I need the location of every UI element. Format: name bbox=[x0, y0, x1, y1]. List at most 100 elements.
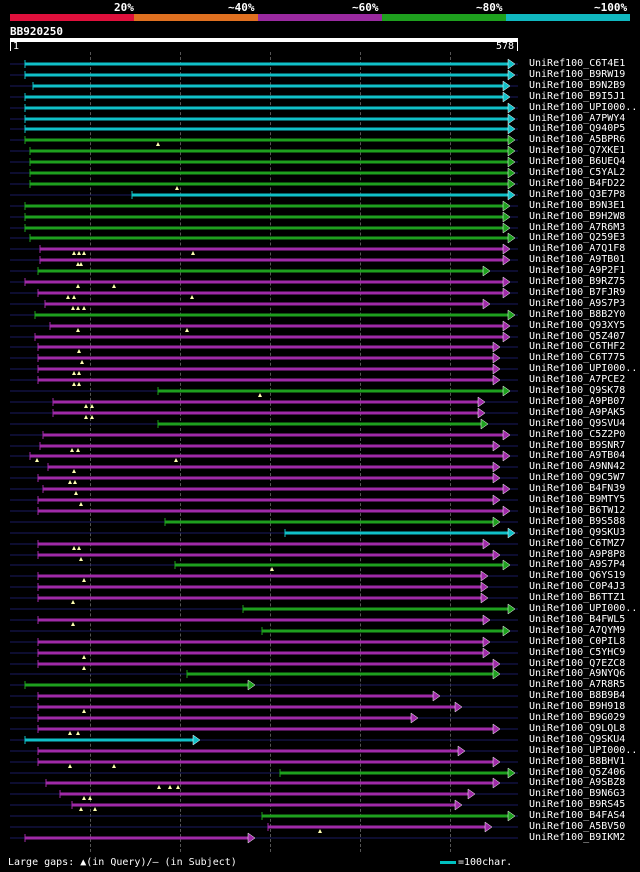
hit-track[interactable] bbox=[10, 374, 518, 386]
hit-label[interactable]: UniRef100_Q7XKE1 bbox=[529, 145, 626, 156]
hit-track[interactable] bbox=[10, 516, 518, 528]
hit-label[interactable]: UniRef100_Q9SKU4 bbox=[529, 734, 626, 745]
hit-track[interactable] bbox=[10, 625, 518, 637]
hit-track[interactable] bbox=[10, 309, 518, 321]
hit-label[interactable]: UniRef100_C5YAL2 bbox=[529, 167, 626, 178]
hit-track[interactable] bbox=[10, 756, 518, 768]
hit-track[interactable] bbox=[10, 178, 518, 190]
hit-track[interactable] bbox=[10, 603, 518, 615]
hit-label[interactable]: UniRef100_B6TW12 bbox=[529, 505, 626, 516]
hit-label[interactable]: UniRef100_Q3E7P8 bbox=[529, 189, 626, 200]
hit-track[interactable] bbox=[10, 200, 518, 212]
hit-track[interactable] bbox=[10, 102, 518, 114]
hit-track[interactable] bbox=[10, 80, 518, 92]
hit-track[interactable] bbox=[10, 647, 518, 659]
hit-label[interactable]: UniRef100_B9RS45 bbox=[529, 799, 626, 810]
hit-label[interactable]: UniRef100_B4FAS4 bbox=[529, 810, 626, 821]
hit-label[interactable]: UniRef100_C0P4J3 bbox=[529, 581, 626, 592]
hit-label[interactable]: UniRef100_A9SBZ8 bbox=[529, 777, 626, 788]
hit-label[interactable]: UniRef100_A9NYQ6 bbox=[529, 668, 626, 679]
hit-label[interactable]: UniRef100_A5BV50 bbox=[529, 821, 626, 832]
hit-label[interactable]: UniRef100_B9I5J1 bbox=[529, 91, 626, 102]
hit-track[interactable] bbox=[10, 58, 518, 70]
hit-label[interactable]: UniRef100_A7R6M3 bbox=[529, 222, 626, 233]
hit-label[interactable]: UniRef100_C6THF2 bbox=[529, 341, 626, 352]
hit-label[interactable]: UniRef100_B6TTZ1 bbox=[529, 592, 626, 603]
hit-label[interactable]: UniRef100_Q9SK78 bbox=[529, 385, 626, 396]
hit-track[interactable] bbox=[10, 821, 518, 833]
hit-track[interactable] bbox=[10, 483, 518, 495]
hit-label[interactable]: UniRef100_C6T775 bbox=[529, 352, 626, 363]
hit-track[interactable] bbox=[10, 690, 518, 702]
hit-track[interactable] bbox=[10, 527, 518, 539]
hit-track[interactable] bbox=[10, 211, 518, 223]
hit-label[interactable]: UniRef100_A7PCE2 bbox=[529, 374, 626, 385]
hit-label[interactable]: UniRef100_B9G029 bbox=[529, 712, 626, 723]
hit-label[interactable]: UniRef100_A9P2F1 bbox=[529, 265, 626, 276]
hit-label[interactable]: UniRef100_Q93XY5 bbox=[529, 320, 626, 331]
hit-track[interactable] bbox=[10, 145, 518, 157]
hit-label[interactable]: UniRef100_A9TB04 bbox=[529, 450, 626, 461]
hit-label[interactable]: UniRef100_A7QYM9 bbox=[529, 625, 626, 636]
hit-track[interactable] bbox=[10, 549, 518, 561]
hit-track[interactable] bbox=[10, 723, 518, 735]
hit-label[interactable]: UniRef100_A9PB07 bbox=[529, 396, 626, 407]
hit-track[interactable] bbox=[10, 243, 518, 255]
hit-track[interactable] bbox=[10, 123, 518, 135]
hit-track[interactable] bbox=[10, 298, 518, 310]
hit-track[interactable] bbox=[10, 777, 518, 789]
hit-label[interactable]: UniRef100_B9IKM2 bbox=[529, 832, 626, 843]
hit-track[interactable] bbox=[10, 450, 518, 462]
hit-track[interactable] bbox=[10, 734, 518, 746]
hit-track[interactable] bbox=[10, 396, 518, 408]
hit-track[interactable] bbox=[10, 331, 518, 343]
hit-track[interactable] bbox=[10, 320, 518, 332]
hit-track[interactable] bbox=[10, 658, 518, 670]
hit-label[interactable]: UniRef100_Q259E3 bbox=[529, 232, 626, 243]
hit-track[interactable] bbox=[10, 614, 518, 626]
hit-track[interactable] bbox=[10, 156, 518, 168]
hit-track[interactable] bbox=[10, 189, 518, 201]
hit-label[interactable]: UniRef100_A7PWY4 bbox=[529, 113, 626, 124]
hit-track[interactable] bbox=[10, 799, 518, 811]
hit-track[interactable] bbox=[10, 505, 518, 517]
hit-label[interactable]: UniRef100_B4FD22 bbox=[529, 178, 626, 189]
hit-track[interactable] bbox=[10, 407, 518, 419]
hit-track[interactable] bbox=[10, 668, 518, 680]
hit-track[interactable] bbox=[10, 69, 518, 81]
hit-track[interactable] bbox=[10, 287, 518, 299]
hit-track[interactable] bbox=[10, 352, 518, 364]
hit-label[interactable]: UniRef100_A5BPR6 bbox=[529, 134, 626, 145]
hit-track[interactable] bbox=[10, 810, 518, 822]
hit-track[interactable] bbox=[10, 767, 518, 779]
hit-label[interactable]: UniRef100_UPI000.. bbox=[529, 363, 638, 374]
hit-track[interactable] bbox=[10, 570, 518, 582]
hit-label[interactable]: UniRef100_Q9SVU4 bbox=[529, 418, 626, 429]
hit-label[interactable]: UniRef100_B9N6G3 bbox=[529, 788, 626, 799]
hit-label[interactable]: UniRef100_Q940P5 bbox=[529, 123, 626, 134]
hit-label[interactable]: UniRef100_B8B2Y0 bbox=[529, 309, 626, 320]
hit-label[interactable]: UniRef100_B9N3E1 bbox=[529, 200, 626, 211]
hit-track[interactable] bbox=[10, 538, 518, 550]
hit-track[interactable] bbox=[10, 559, 518, 571]
hit-label[interactable]: UniRef100_Q9C5W7 bbox=[529, 472, 626, 483]
hit-label[interactable]: UniRef100_C5YHC9 bbox=[529, 647, 626, 658]
hit-label[interactable]: UniRef100_UPI000.. bbox=[529, 603, 638, 614]
hit-label[interactable]: UniRef100_B9RZ75 bbox=[529, 276, 626, 287]
hit-label[interactable]: UniRef100_UPI000.. bbox=[529, 745, 638, 756]
hit-label[interactable]: UniRef100_A9S7P4 bbox=[529, 559, 626, 570]
hit-track[interactable] bbox=[10, 276, 518, 288]
hit-track[interactable] bbox=[10, 363, 518, 375]
hit-label[interactable]: UniRef100_Q7EZC8 bbox=[529, 658, 626, 669]
hit-label[interactable]: UniRef100_B9H2W8 bbox=[529, 211, 626, 222]
hit-label[interactable]: UniRef100_A9S7P3 bbox=[529, 298, 626, 309]
hit-label[interactable]: UniRef100_UPI000.. bbox=[529, 102, 638, 113]
hit-label[interactable]: UniRef100_C0PIL8 bbox=[529, 636, 626, 647]
hit-track[interactable] bbox=[10, 592, 518, 604]
hit-label[interactable]: UniRef100_B6UEQ4 bbox=[529, 156, 626, 167]
hit-track[interactable] bbox=[10, 91, 518, 103]
hit-label[interactable]: UniRef100_B4FWL5 bbox=[529, 614, 626, 625]
hit-track[interactable] bbox=[10, 232, 518, 244]
hit-track[interactable] bbox=[10, 472, 518, 484]
hit-label[interactable]: UniRef100_B9N2B9 bbox=[529, 80, 626, 91]
